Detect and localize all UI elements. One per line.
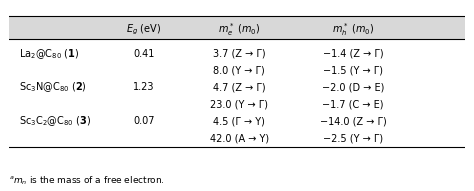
Text: $m_e^*$ ($m_0$): $m_e^*$ ($m_0$) [218, 21, 260, 38]
Text: −1.7 (C → E): −1.7 (C → E) [322, 99, 384, 109]
Text: $^a$$m_n$ is the mass of a free electron.: $^a$$m_n$ is the mass of a free electron… [9, 174, 165, 187]
Text: 42.0 (A → Y): 42.0 (A → Y) [210, 133, 269, 143]
Text: La$_2$@C$_{80}$ ($\mathbf{1}$): La$_2$@C$_{80}$ ($\mathbf{1}$) [18, 47, 79, 61]
Text: −2.5 (Y → Γ): −2.5 (Y → Γ) [323, 133, 383, 143]
Text: Sc$_3$N@C$_{80}$ ($\mathbf{2}$): Sc$_3$N@C$_{80}$ ($\mathbf{2}$) [18, 81, 86, 94]
Text: 23.0 (Y → Γ): 23.0 (Y → Γ) [210, 99, 268, 109]
Text: $m_h^*$ ($m_0$): $m_h^*$ ($m_0$) [332, 21, 374, 38]
Text: 8.0 (Y → Γ): 8.0 (Y → Γ) [213, 66, 265, 76]
Text: $E_g$ (eV): $E_g$ (eV) [126, 22, 161, 37]
Text: −2.0 (D → E): −2.0 (D → E) [322, 83, 384, 92]
Text: 4.7 (Z → Γ): 4.7 (Z → Γ) [213, 83, 265, 92]
Text: 1.23: 1.23 [133, 83, 155, 92]
Text: Sc$_3$C$_2$@C$_{80}$ ($\mathbf{3}$): Sc$_3$C$_2$@C$_{80}$ ($\mathbf{3}$) [18, 114, 91, 128]
Text: 4.5 (Γ → Y): 4.5 (Γ → Y) [213, 116, 265, 126]
Text: −1.5 (Y → Γ): −1.5 (Y → Γ) [323, 66, 383, 76]
FancyBboxPatch shape [9, 16, 465, 39]
Text: 0.07: 0.07 [133, 116, 155, 126]
Text: −14.0 (Z → Γ): −14.0 (Z → Γ) [319, 116, 386, 126]
Text: 3.7 (Z → Γ): 3.7 (Z → Γ) [213, 49, 265, 59]
Text: −1.4 (Z → Γ): −1.4 (Z → Γ) [323, 49, 383, 59]
Text: 0.41: 0.41 [133, 49, 155, 59]
